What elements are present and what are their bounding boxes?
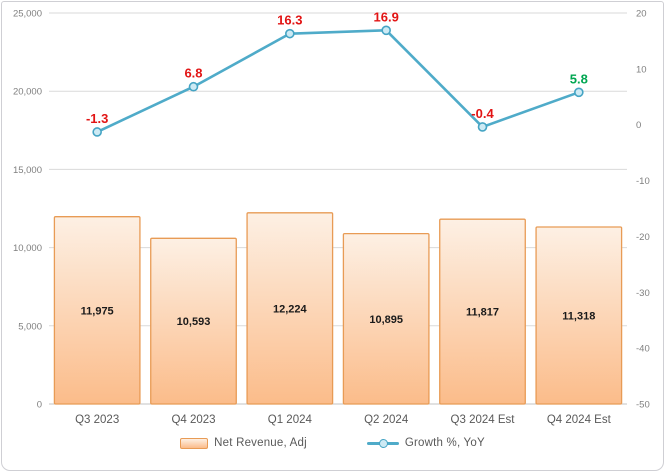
left-axis-tick-label: 20,000 <box>13 87 42 98</box>
growth-point <box>381 25 391 36</box>
bar-value-label: 12,224 <box>273 303 308 315</box>
growth-value-label: 5.8 <box>570 71 588 86</box>
bar-series-swatch-icon <box>180 437 209 449</box>
bar-value-label: 11,318 <box>562 310 595 322</box>
bar-q4-2023 <box>150 237 237 405</box>
right-axis-tick-label: -50 <box>636 400 650 411</box>
bar-q4-2024-est <box>535 226 623 405</box>
growth-point <box>285 28 295 39</box>
bar-q1-2024 <box>246 212 334 405</box>
right-axis-tick-label: -20 <box>636 232 650 243</box>
category-label: Q3 2023 <box>75 414 119 426</box>
legend-label-growth: Growth %, YoY <box>404 437 485 449</box>
bar-value-label: 11,975 <box>81 305 114 317</box>
left-axis-tick-label: 25,000 <box>13 9 42 20</box>
chart-legend: Net Revenue, Adj Growth %, YoY <box>2 433 663 453</box>
right-axis-tick-label: -40 <box>636 344 650 355</box>
growth-point <box>188 81 199 92</box>
right-axis-tick-label: 20 <box>636 9 647 20</box>
bar-q3-2024-est <box>439 218 526 405</box>
growth-value-label: 16.9 <box>374 9 399 24</box>
left-axis-tick-label: 10,000 <box>13 243 42 254</box>
legend-item-net-revenue: Net Revenue, Adj <box>180 437 307 449</box>
category-label: Q4 2023 <box>171 414 215 426</box>
growth-value-label: 16.3 <box>277 13 302 28</box>
growth-line <box>95 29 581 134</box>
right-axis-tick-label: 0 <box>636 120 641 131</box>
growth-point <box>477 122 488 132</box>
growth-point <box>92 127 102 137</box>
growth-point <box>574 87 584 98</box>
right-axis-tick-label: -30 <box>636 288 650 299</box>
category-label: Q1 2024 <box>268 414 313 426</box>
growth-value-label: 6.8 <box>184 66 202 81</box>
category-label: Q4 2024 Est <box>547 414 612 426</box>
left-axis-tick-label: 15,000 <box>13 165 42 176</box>
bar-value-label: 10,593 <box>177 316 211 328</box>
bar-value-label: 10,895 <box>369 314 403 326</box>
growth-value-label: -0.4 <box>471 106 494 121</box>
left-axis-tick-label: 5,000 <box>18 321 42 332</box>
chart-canvas: 11,975 10,593 12,224 10,895 11,817 11,318 -1.3… <box>13 9 650 427</box>
right-axis-tick-label: -10 <box>636 176 650 187</box>
category-label: Q2 2024 <box>364 414 409 426</box>
bar-q2-2024 <box>342 232 430 405</box>
growth-value-label: -1.3 <box>86 111 108 126</box>
left-axis-tick-label: 0 <box>37 400 42 411</box>
category-label: Q3 2024 Est <box>451 414 516 426</box>
bar-value-label: 11,817 <box>466 307 499 319</box>
right-axis-tick-label: 10 <box>636 64 647 75</box>
line-series-marker-icon <box>366 438 399 448</box>
bar-q3-2023 <box>53 216 141 405</box>
legend-item-growth: Growth %, YoY <box>366 437 485 449</box>
legend-label-net-revenue: Net Revenue, Adj <box>214 437 307 449</box>
